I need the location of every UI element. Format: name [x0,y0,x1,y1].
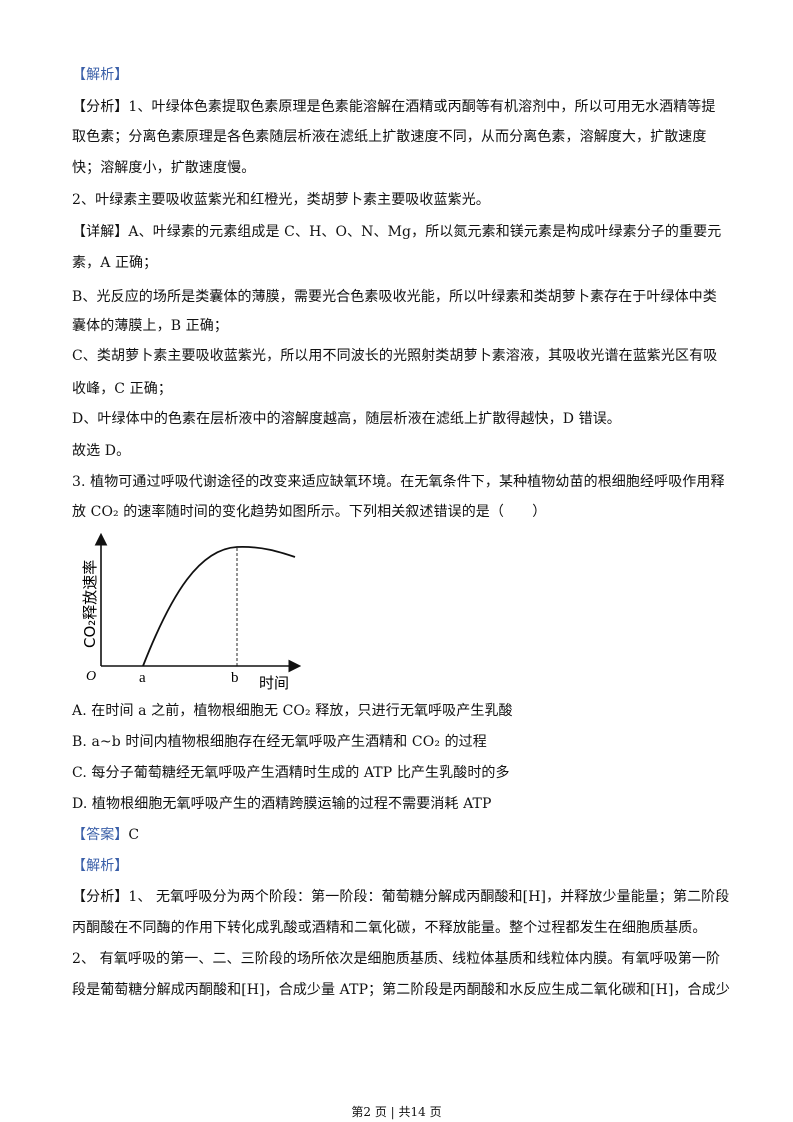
option-d: D. 植物根细胞无氧呼吸产生的酒精跨膜运输的过程不需要消耗 ATP [72,796,492,812]
text-line: 丙酮酸在不同酶的作用下转化成乳酸或酒精和二氧化碳，不释放能量。整个过程都发生在细… [72,920,707,936]
text-line: 【分析】1、叶绿体色素提取色素原理是色素能溶解在酒精或丙酮等有机溶剂中，所以可用… [72,99,716,115]
text-line: 收峰，C 正确； [72,381,172,397]
point-b-label: b [231,670,239,686]
y-axis-label: CO₂释放速率 [81,560,99,648]
rate-curve [142,546,296,667]
question-stem: 3. 植物可通过呼吸代谢途径的改变来适应缺氧环境。在无氧条件下，某种植物幼苗的根… [72,474,725,490]
answer-value: C [128,827,140,843]
text-line: 段是葡萄糖分解成丙酮酸和[H]，合成少量 ATP；第二阶段是丙酮酸和水反应生成二… [72,982,730,998]
text-line: 素，A 正确； [72,255,158,271]
jiexi-tag: 【解析】 [72,67,129,83]
option-b: B. a~b 时间内植物根细胞存在经无氧呼吸产生酒精和 CO₂ 的过程 [72,734,487,750]
origin-label: O [86,669,96,684]
text-line: 快；溶解度小，扩散速度慢。 [72,160,256,176]
question-stem: 放 CO₂ 的速率随时间的变化趋势如图所示。下列相关叙述错误的是（ ） [72,504,547,520]
text-line: D、叶绿体中的色素在层析液中的溶解度越高，随层析液在滤纸上扩散得越快，D 错误。 [72,411,621,427]
text-line: 2、 有氧呼吸的第一、二、三阶段的场所依次是细胞质基质、线粒体基质和线粒体内膜。… [72,951,721,967]
text-line: B、光反应的场所是类囊体的薄膜，需要光合色素吸收光能，所以叶绿素和类胡萝卜素存在… [72,289,717,305]
text-line: 2、叶绿素主要吸收蓝紫光和红橙光，类胡萝卜素主要吸收蓝紫光。 [72,192,490,208]
jiexi-tag: 【解析】 [72,858,129,874]
answer-line: 【答案】C [72,826,139,844]
page-footer: 第2 页 | 共14 页 [351,1105,442,1119]
text-line: 取色素；分离色素原理是各色素随层析液在滤纸上扩散速度不同，从而分离色素，溶解度大… [72,129,707,145]
x-axis-label: 时间 [259,674,289,692]
text-line: 【分析】1、 无氧呼吸分为两个阶段：第一阶段：葡萄糖分解成丙酮酸和[H]，并释放… [72,889,730,905]
text-line: 囊体的薄膜上，B 正确； [72,318,228,334]
text-line: 故选 D。 [72,443,131,459]
point-a-label: a [139,670,146,686]
text-line: C、类胡萝卜素主要吸收蓝紫光，所以用不同波长的光照射类胡萝卜素溶液，其吸收光谱在… [72,348,718,364]
option-a: A. 在时间 a 之前，植物根细胞无 CO₂ 释放，只进行无氧呼吸产生乳酸 [72,703,513,719]
co2-release-rate-figure: O a b 时间 CO₂释放速率 [81,532,302,692]
text-line: 【详解】A、叶绿素的元素组成是 C、H、O、N、Mg，所以氮元素和镁元素是构成叶… [72,224,722,240]
option-c: C. 每分子葡萄糖经无氧呼吸产生酒精时生成的 ATP 比产生乳酸时的多 [72,765,510,781]
answer-tag: 【答案】 [72,827,129,843]
